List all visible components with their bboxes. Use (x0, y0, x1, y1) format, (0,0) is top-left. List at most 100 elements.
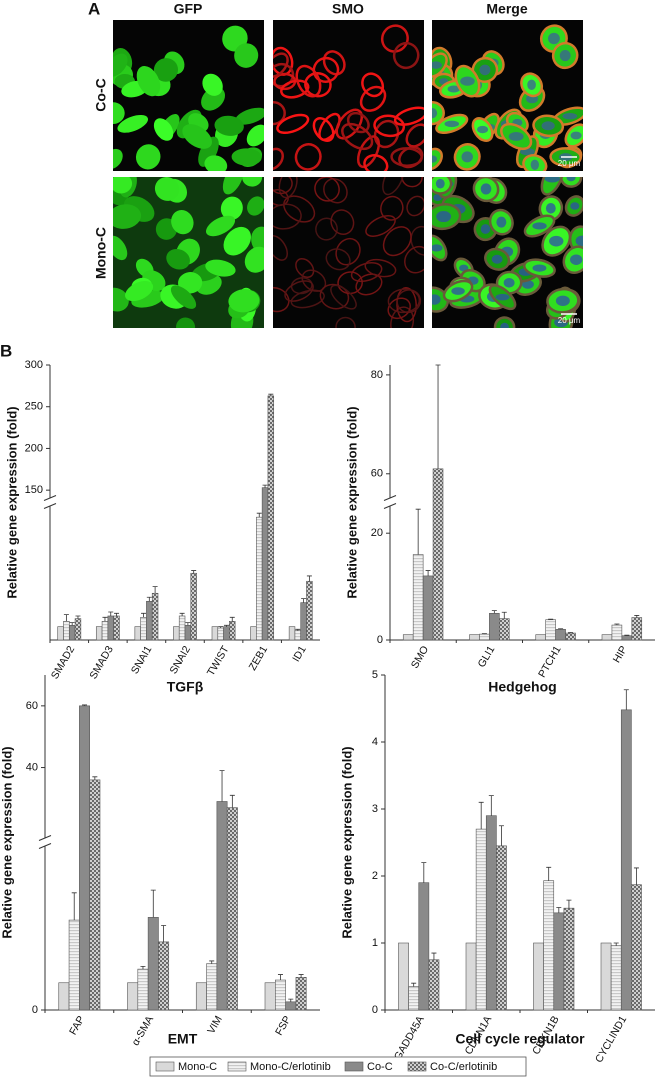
error-bar (415, 508, 421, 555)
x-tick-label: VIM (205, 1014, 225, 1036)
legend-swatch (155, 1061, 175, 1072)
error-bar (546, 866, 552, 881)
nucleus (570, 254, 583, 265)
bar (184, 625, 192, 641)
cell (330, 284, 357, 310)
nucleus (549, 235, 564, 247)
error-bar (218, 626, 224, 628)
error-bar (69, 622, 75, 626)
error-bar (229, 616, 235, 622)
cell (373, 114, 406, 138)
cell (364, 258, 397, 278)
bar (469, 634, 480, 641)
bar (543, 880, 555, 1011)
bar (496, 845, 507, 1011)
cell (404, 245, 424, 274)
error-bar (108, 611, 114, 616)
nucleus (444, 120, 460, 128)
x-tick-label: PTCH1 (536, 644, 564, 680)
cell (113, 148, 123, 170)
axis-break (383, 498, 397, 507)
x-tick-label: ID1 (290, 644, 309, 664)
cell (410, 225, 424, 256)
nucleus (432, 294, 441, 305)
bar (485, 815, 497, 1011)
bar (489, 612, 500, 641)
y-tick-label: 2 (372, 870, 378, 882)
bar (264, 982, 276, 1011)
cell (198, 136, 219, 167)
cell (202, 73, 223, 96)
y-tick-label: 300 (25, 359, 43, 371)
bar (107, 615, 114, 641)
error-bar (501, 611, 507, 619)
bar (432, 468, 444, 641)
cell (246, 124, 264, 147)
bar (68, 919, 80, 1011)
cell (278, 177, 298, 199)
y-tick-label: 3 (372, 803, 378, 815)
bar (173, 626, 180, 641)
bar (216, 801, 228, 1011)
bar (158, 941, 170, 1011)
bar (58, 982, 70, 1011)
cell (341, 122, 374, 151)
error-bar (301, 598, 307, 603)
cell (393, 106, 424, 126)
axis-break-mark (38, 835, 52, 841)
error-bar (568, 632, 574, 634)
cell (273, 188, 289, 207)
error-bar (425, 570, 431, 576)
cell (228, 289, 260, 313)
cell (135, 144, 161, 170)
bar (190, 572, 197, 641)
cell (387, 297, 411, 320)
cell (323, 178, 348, 204)
y-axis-title: Relative gene expression (fold) (4, 406, 19, 598)
bar (147, 917, 159, 1011)
cell (205, 215, 236, 237)
cell (273, 235, 288, 261)
cell (335, 316, 356, 328)
cell (335, 108, 364, 140)
nucleus (521, 280, 534, 289)
bar (422, 575, 434, 641)
cell (234, 43, 259, 68)
nucleus (541, 121, 555, 131)
cell (247, 196, 264, 216)
bar (306, 580, 313, 641)
axis-break-mark (43, 503, 57, 509)
x-tick-label: α-SMA (130, 1014, 157, 1048)
cell (153, 118, 174, 141)
nucleus (436, 211, 452, 223)
bar (535, 634, 546, 641)
error-bar (624, 634, 630, 636)
cell (387, 288, 421, 314)
error-bar (491, 610, 497, 614)
error-bar (146, 596, 152, 602)
y-tick-label: 20 (371, 527, 383, 539)
cell (406, 195, 424, 217)
x-tick-label: GLI1 (476, 644, 498, 670)
error-bar (411, 982, 417, 987)
bar (146, 600, 153, 641)
nucleus (460, 76, 475, 86)
row-header: Co-C (93, 78, 109, 111)
bar (610, 945, 622, 1011)
bar (418, 882, 430, 1011)
error-bar (229, 794, 235, 808)
error-bar (298, 974, 304, 978)
x-tick-label: FSP (273, 1014, 294, 1038)
cell (390, 147, 424, 167)
bar (95, 626, 103, 641)
nucleus (479, 64, 491, 76)
y-tick-label: 250 (25, 401, 43, 413)
axis-break-mark (383, 503, 397, 509)
x-tick-label: SMO (409, 644, 431, 671)
bar (475, 828, 487, 1011)
cell (380, 195, 404, 221)
bar (275, 979, 286, 1011)
cell (222, 177, 244, 195)
cell (350, 262, 383, 283)
error-bar (219, 770, 225, 802)
